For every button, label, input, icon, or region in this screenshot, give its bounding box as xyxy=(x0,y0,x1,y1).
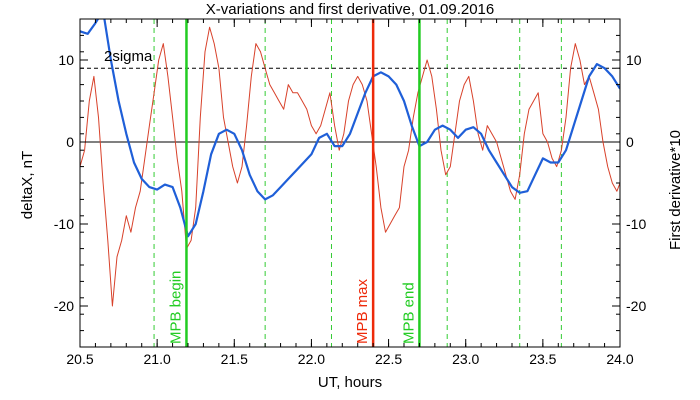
y-left-tick-label: 0 xyxy=(66,134,74,150)
y-right-tick-label: 0 xyxy=(626,134,634,150)
derivative-series-layer xyxy=(80,26,620,307)
zero-line-layer xyxy=(80,67,620,143)
x-tick-label: 22.5 xyxy=(375,351,402,367)
axis-ticks-layer: 20.5 21.0 21.5 22.0 22.5 23.0 23.5 24.0 10 10 0 0 -1… xyxy=(54,18,646,367)
plot-underlay xyxy=(153,19,562,347)
y-axis-label-left: deltaX, nT xyxy=(19,151,36,219)
y-right-tick-label: -10 xyxy=(626,216,646,232)
y-left-tick-label: -20 xyxy=(54,298,74,314)
series-line-derivative xyxy=(80,26,620,307)
y-right-tick-label: 10 xyxy=(626,52,642,68)
y-left-tick-label: -10 xyxy=(54,216,74,232)
chart-title: X-variations and first derivative, 01.09… xyxy=(206,1,495,18)
x-tick-label: 21.0 xyxy=(144,351,171,367)
mpb-marker-label-3: MPB end xyxy=(400,282,417,344)
marker-layer: MPB begin MPB max MPB end xyxy=(167,19,421,347)
y-axis-label-right: First derivative*10 xyxy=(667,130,684,250)
mpb-marker-label-1: MPB begin xyxy=(167,271,184,344)
x-tick-label: 23.0 xyxy=(452,351,479,367)
mpb-marker-label-2: MPB max xyxy=(354,278,371,344)
x-tick-label: 23.5 xyxy=(529,351,556,367)
x-tick-label: 21.5 xyxy=(221,351,248,367)
y-right-tick-label: -20 xyxy=(626,298,646,314)
x-tick-label: 22.0 xyxy=(298,351,325,367)
threshold-label: 2sigma xyxy=(104,48,153,65)
series-line-deltax xyxy=(80,19,620,238)
x-axis-label: UT, hours xyxy=(318,374,382,391)
x-tick-label: 24.0 xyxy=(606,351,633,367)
deltax-series-layer xyxy=(80,19,620,238)
y-left-tick-label: 10 xyxy=(58,52,74,68)
x-tick-label: 20.5 xyxy=(66,351,93,367)
